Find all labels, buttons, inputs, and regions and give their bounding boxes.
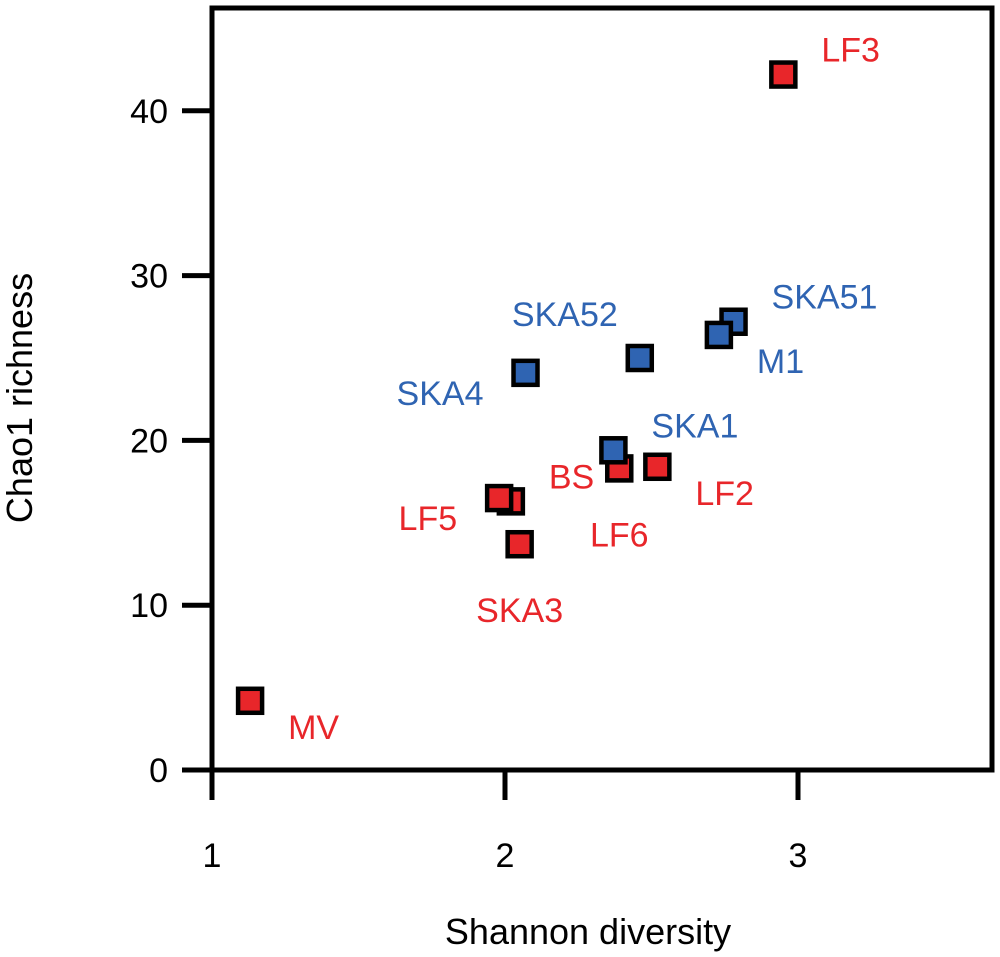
plot-frame	[209, 5, 995, 773]
x-tick-label: 1	[203, 837, 222, 875]
data-point-ska4	[511, 358, 540, 388]
x-tick-label: 3	[789, 837, 808, 875]
point-label-ska51: SKA51	[772, 279, 878, 317]
data-point-ska1	[599, 436, 628, 465]
y-tick-label: 30	[130, 258, 168, 296]
data-point-lf3	[769, 60, 798, 89]
y-axis: 0 10 20 30 40	[130, 93, 212, 790]
y-tick-label: 20	[130, 422, 168, 460]
point-label-lf6: LF6	[590, 516, 649, 554]
point-label-lf2: LF2	[695, 475, 754, 513]
point-label-bs: BS	[549, 458, 594, 496]
data-point-ska52	[625, 343, 655, 373]
point-label-ska1: SKA1	[651, 407, 738, 445]
data-points	[235, 60, 798, 716]
data-point-lf5	[484, 483, 514, 513]
y-tick-label: 10	[130, 587, 168, 625]
point-label-ska4: SKA4	[397, 375, 484, 413]
y-tick-label: 40	[130, 93, 168, 131]
x-tick-label: 2	[496, 837, 515, 875]
x-axis: 1 2 3	[203, 770, 808, 875]
point-label-m1: M1	[757, 343, 804, 381]
point-labels: LF3 LF2 LF6 BS LF5 SKA3 MV SKA51 M1 SKA52 SKA4 SKA1	[288, 32, 880, 747]
data-point-lf2	[643, 452, 672, 482]
point-label-lf5: LF5	[399, 500, 458, 538]
data-point-mv	[235, 686, 265, 716]
point-label-ska52: SKA52	[512, 296, 618, 334]
x-axis-title: Shannon diversity	[445, 911, 731, 952]
data-point-m1	[704, 320, 734, 350]
point-label-mv: MV	[288, 709, 339, 747]
y-tick-label: 0	[149, 752, 168, 790]
data-point-ska3	[505, 529, 534, 559]
point-label-ska3: SKA3	[476, 592, 563, 630]
point-label-lf3: LF3	[821, 32, 880, 70]
y-axis-title: Chao1 richness	[0, 273, 40, 523]
